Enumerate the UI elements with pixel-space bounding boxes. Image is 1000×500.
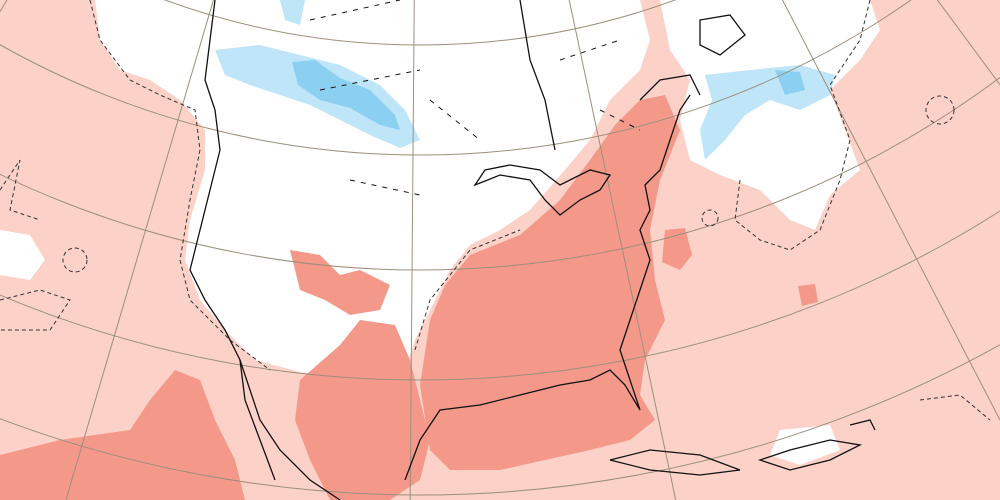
meridian bbox=[781, 0, 1000, 421]
neutral-region bbox=[0, 230, 45, 280]
contour bbox=[0, 289, 71, 331]
contour bbox=[919, 394, 991, 421]
contour bbox=[89, 0, 271, 371]
warm-region bbox=[295, 320, 430, 500]
warm-region bbox=[798, 284, 818, 306]
warm-region bbox=[290, 250, 390, 315]
coastline bbox=[609, 449, 741, 476]
meridian bbox=[936, 0, 1000, 86]
contour bbox=[925, 95, 955, 125]
coastline bbox=[473, 164, 612, 216]
lake-dashes bbox=[309, 0, 641, 196]
warm-region bbox=[420, 95, 680, 470]
parallel bbox=[0, 76, 1000, 271]
parallel bbox=[0, 210, 1000, 381]
meridian bbox=[409, 0, 415, 500]
coastlines bbox=[189, 0, 876, 500]
warm-region bbox=[662, 228, 692, 270]
contour bbox=[414, 229, 521, 351]
coastline bbox=[519, 0, 556, 151]
coastline bbox=[757, 439, 863, 471]
lakes bbox=[309, 0, 641, 196]
coastline bbox=[849, 419, 876, 431]
contour bbox=[62, 247, 88, 273]
cold-region bbox=[280, 0, 305, 25]
neutral-region bbox=[95, 0, 650, 380]
meridian bbox=[65, 0, 214, 500]
parallel bbox=[0, 0, 912, 156]
cold-region-strong bbox=[292, 60, 400, 130]
coastline bbox=[639, 74, 701, 101]
contour bbox=[734, 0, 871, 251]
coastline bbox=[239, 359, 276, 481]
contours bbox=[0, 0, 991, 421]
coastline bbox=[699, 14, 746, 56]
neutral-region bbox=[770, 425, 840, 465]
cold-region-strong bbox=[775, 70, 805, 95]
neutral-region bbox=[660, 0, 880, 230]
meridian bbox=[568, 0, 677, 500]
coastline bbox=[189, 0, 341, 500]
coastline bbox=[404, 94, 691, 481]
contour bbox=[701, 209, 719, 227]
parallel bbox=[164, 0, 676, 46]
warm-region bbox=[0, 370, 245, 500]
